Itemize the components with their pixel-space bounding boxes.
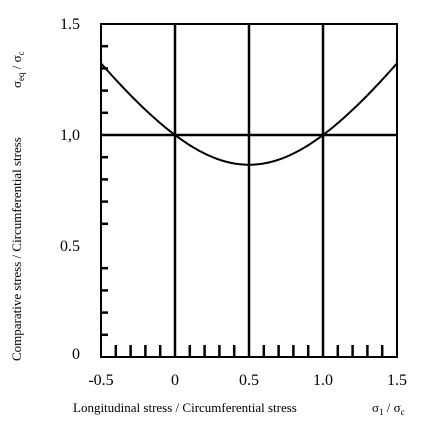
x-tick-label: 1.5 xyxy=(387,372,407,389)
minor-ticks xyxy=(101,44,384,357)
x-tick-label: 0 xyxy=(171,372,179,389)
y-tick-label: 0.5 xyxy=(60,238,80,255)
x-axis-symbol: σ1 / σc xyxy=(372,400,405,417)
x-tick-label: 0.5 xyxy=(239,372,259,389)
x-tick-labels: -0.5 0 0.5 1.0 1.5 xyxy=(88,372,407,389)
y-axis-symbol: σeq / σc xyxy=(9,51,26,88)
y-tick-label: 1,0 xyxy=(60,127,80,144)
y-tick-labels: 0 0.5 1,0 1.5 xyxy=(60,16,80,363)
y-axis-title: Comparative stress / Circumferential str… xyxy=(9,137,24,361)
x-axis-title: Longitudinal stress / Circumferential st… xyxy=(73,400,297,415)
y-tick-label: 1.5 xyxy=(60,16,80,33)
grid-lines xyxy=(101,24,397,357)
y-tick-label: 0 xyxy=(72,346,80,363)
equivalent-stress-curve xyxy=(100,62,398,166)
x-tick-label: -0.5 xyxy=(88,372,113,389)
x-tick-label: 1.0 xyxy=(313,372,333,389)
